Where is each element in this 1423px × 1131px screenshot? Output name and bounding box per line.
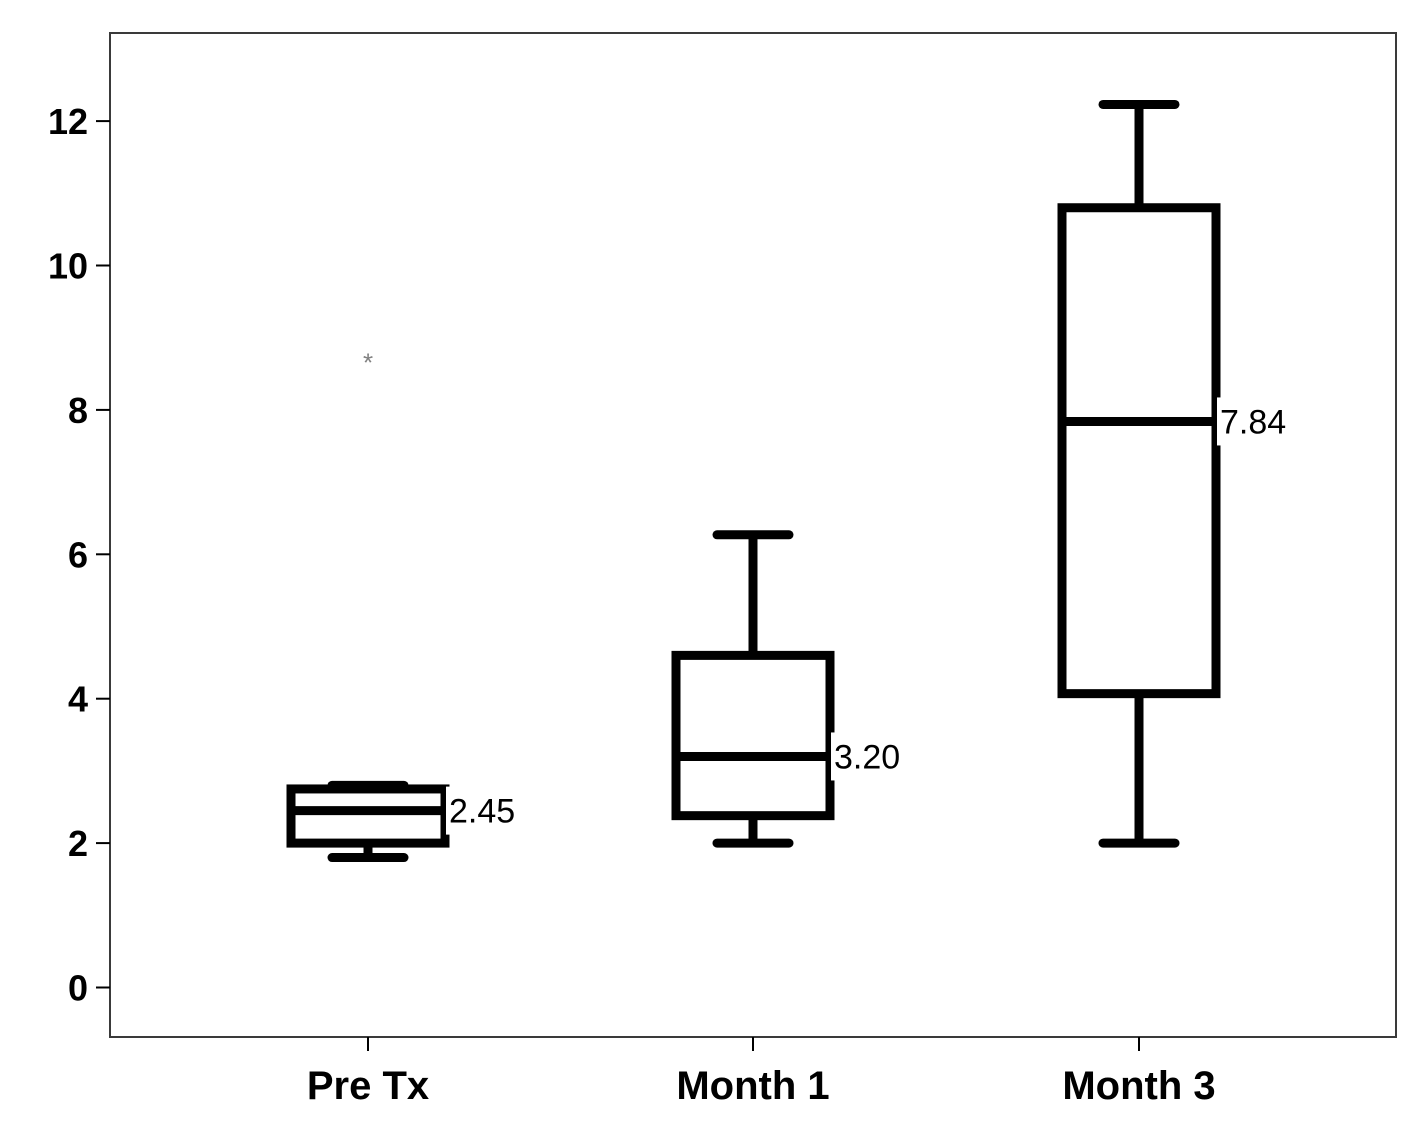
y-tick-label: 6	[68, 534, 88, 575]
box-iqr	[671, 650, 835, 821]
box-series: 2.45 * 3.20 7.84	[286, 99, 1291, 863]
x-tick-label: Pre Tx	[307, 1064, 429, 1108]
y-tick-label: 10	[48, 246, 88, 287]
y-tick-label: 0	[68, 968, 88, 1009]
x-tick-label: Month 3	[1062, 1064, 1215, 1108]
y-tick-label: 12	[48, 101, 88, 142]
box-iqr	[1057, 203, 1221, 699]
x-tick-label: Month 1	[676, 1064, 829, 1108]
median-label: 3.20	[834, 738, 900, 776]
median-label-bg	[446, 786, 520, 835]
y-axis: 0 2 4 6 8 10 12	[48, 101, 110, 1009]
median-label: 2.45	[449, 793, 515, 831]
median-label: 7.84	[1220, 403, 1286, 441]
y-tick-label: 2	[68, 823, 88, 864]
box-iqr	[286, 784, 450, 848]
box-2: 7.84	[1057, 99, 1291, 848]
y-tick-label: 8	[68, 390, 88, 431]
box-0: 2.45 *	[286, 347, 520, 863]
box-1: 3.20	[671, 530, 905, 848]
median-label-bg	[1217, 397, 1291, 446]
outlier-marker: *	[363, 347, 373, 377]
y-tick-label: 4	[68, 679, 88, 720]
x-axis: Pre Tx Month 1 Month 3	[307, 1037, 1216, 1108]
median-label-bg	[831, 732, 905, 781]
